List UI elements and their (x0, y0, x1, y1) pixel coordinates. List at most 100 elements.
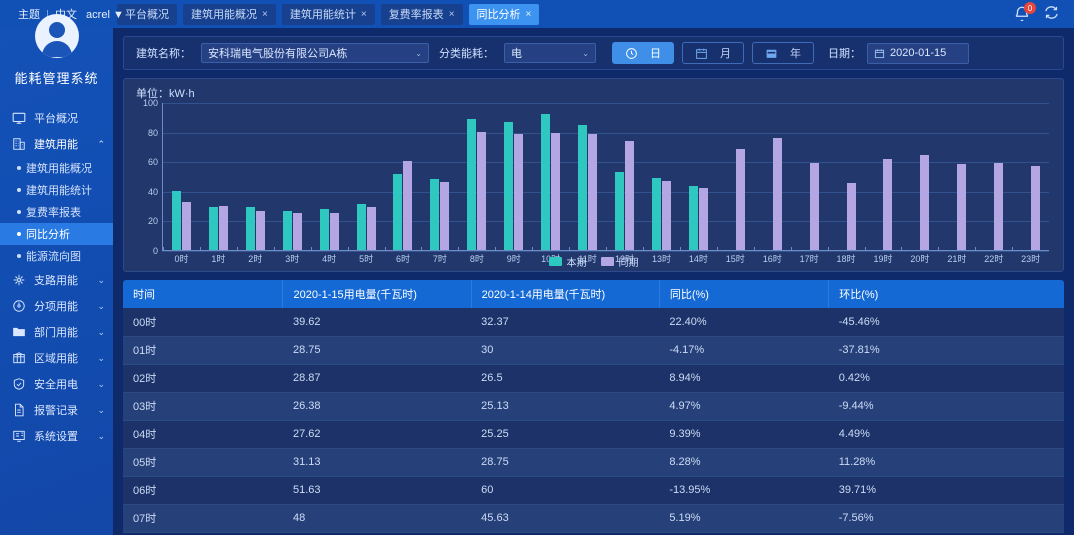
user-label[interactable]: acrel (86, 9, 110, 21)
bar-previous[interactable] (218, 205, 228, 250)
bar-previous[interactable] (329, 212, 339, 250)
table-row[interactable]: 06时 51.63 60 -13.95% 39.71% (123, 476, 1064, 505)
bar-previous[interactable] (1031, 165, 1041, 250)
tab-building-overview[interactable]: 建筑用能概况 × (183, 3, 276, 25)
table-row[interactable]: 02时 28.87 26.5 8.94% 0.42% (123, 364, 1064, 393)
bar-previous[interactable] (625, 141, 635, 250)
bar-group[interactable] (569, 103, 606, 250)
bar-current[interactable] (688, 185, 698, 250)
period-day-button[interactable]: 日 (612, 42, 674, 64)
bar-current[interactable] (651, 178, 661, 250)
bar-previous[interactable] (809, 162, 819, 250)
sidebar-item-building-energy[interactable]: 建筑用能 ⌃ (0, 131, 113, 157)
bar-current[interactable] (467, 119, 477, 250)
bar-group[interactable] (458, 103, 495, 250)
tab-platform-overview[interactable]: 平台概况 (117, 3, 177, 25)
bar-previous[interactable] (883, 158, 893, 250)
bar-current[interactable] (208, 207, 218, 250)
bar-previous[interactable] (661, 181, 671, 250)
bar-previous[interactable] (292, 212, 302, 250)
bar-group[interactable] (790, 103, 828, 250)
table-row[interactable]: 01时 28.75 30 -4.17% -37.81% (123, 336, 1064, 365)
sidebar-subitem-building-overview[interactable]: 建筑用能概况 (0, 157, 113, 179)
sidebar-item-platform-overview[interactable]: 平台概况 (0, 105, 113, 131)
chevron-down-icon[interactable]: ⌄ (97, 326, 105, 337)
sidebar-item-department-energy[interactable]: 部门用能 ⌄ (0, 319, 113, 345)
energy-type-select[interactable]: 电 ⌄ (504, 43, 596, 63)
chevron-down-icon[interactable]: ⌄ (97, 274, 105, 285)
bar-group[interactable] (642, 103, 680, 250)
bar-previous[interactable] (994, 162, 1004, 250)
tab-building-stats[interactable]: 建筑用能统计 × (281, 3, 375, 25)
chevron-down-icon[interactable]: ⌄ (97, 352, 105, 363)
tab-yoy-analysis[interactable]: 同比分析 × (468, 3, 540, 25)
bar-group[interactable] (273, 103, 311, 250)
chevron-down-icon[interactable]: ▼ (112, 9, 124, 21)
bar-previous[interactable] (403, 161, 413, 250)
chevron-down-icon[interactable]: ⌄ (97, 300, 105, 311)
bar-group[interactable] (679, 103, 717, 250)
bar-current[interactable] (171, 191, 181, 250)
chevron-down-icon[interactable]: ⌄ (97, 404, 105, 415)
sidebar-subitem-yoy-analysis[interactable]: 同比分析 (0, 223, 113, 245)
table-row[interactable]: 03时 26.38 25.13 4.97% -9.44% (123, 392, 1064, 421)
bar-group[interactable] (716, 103, 754, 250)
bar-current[interactable] (319, 209, 329, 250)
bar-current[interactable] (615, 172, 625, 250)
bar-group[interactable] (901, 103, 938, 250)
period-month-button[interactable]: 月 (682, 42, 744, 64)
bar-previous[interactable] (698, 187, 708, 250)
close-icon[interactable]: × (262, 8, 268, 20)
refresh-icon[interactable] (1043, 4, 1060, 24)
chevron-down-icon[interactable]: ⌄ (97, 430, 105, 441)
bar-current[interactable] (430, 178, 440, 250)
bar-group[interactable] (606, 103, 643, 250)
bar-previous[interactable] (957, 164, 967, 250)
bar-group[interactable] (864, 103, 902, 250)
bar-group[interactable] (975, 103, 1012, 250)
bar-group[interactable] (310, 103, 348, 250)
notification-bell[interactable]: 0 (1013, 2, 1036, 23)
bar-previous[interactable] (846, 182, 856, 250)
bar-group[interactable] (347, 103, 385, 250)
sidebar-item-subitem-energy[interactable]: 分项用能 ⌄ (0, 293, 113, 319)
bar-previous[interactable] (366, 207, 376, 250)
chevron-up-icon[interactable]: ⌃ (97, 138, 105, 149)
bar-previous[interactable] (772, 138, 782, 250)
close-icon[interactable]: × (448, 8, 455, 20)
bar-previous[interactable] (181, 202, 191, 250)
theme-label[interactable]: 主题 (18, 9, 40, 21)
sidebar-item-system-settings[interactable]: 系统设置 ⌄ (0, 423, 113, 449)
bar-current[interactable] (541, 113, 551, 250)
bar-current[interactable] (393, 173, 403, 250)
sidebar-item-alarm-records[interactable]: 报警记录 ⌄ (0, 397, 113, 423)
period-year-button[interactable]: 年 (752, 42, 814, 64)
sidebar-subitem-energy-flow[interactable]: 能源流向图 (0, 245, 113, 267)
table-row[interactable]: 04时 27.62 25.25 9.39% 4.49% (123, 420, 1064, 449)
bar-previous[interactable] (588, 133, 598, 250)
bar-previous[interactable] (551, 133, 561, 250)
bar-group[interactable] (163, 103, 200, 250)
bar-previous[interactable] (440, 182, 450, 250)
bar-previous[interactable] (255, 210, 265, 250)
bar-current[interactable] (504, 121, 514, 250)
table-row[interactable]: 00时 39.62 32.37 22.40% -45.46% (123, 308, 1064, 337)
bar-current[interactable] (578, 124, 588, 250)
table-row[interactable]: 07时 48 45.63 5.19% -7.56% (123, 504, 1064, 533)
bar-group[interactable] (384, 103, 422, 250)
bar-group[interactable] (421, 103, 458, 250)
close-icon[interactable]: × (525, 8, 532, 20)
bar-previous[interactable] (920, 154, 930, 250)
bar-current[interactable] (356, 203, 366, 250)
bar-group[interactable] (1012, 103, 1049, 250)
table-row[interactable]: 05时 31.13 28.75 8.28% 11.28% (123, 448, 1064, 477)
sidebar-item-branch-energy[interactable]: 支路用能 ⌄ (0, 267, 113, 293)
bar-previous[interactable] (514, 133, 524, 250)
bar-group[interactable] (199, 103, 237, 250)
bar-current[interactable] (282, 210, 292, 250)
sidebar-subitem-building-stats[interactable]: 建筑用能统计 (0, 179, 113, 201)
bar-previous[interactable] (477, 132, 487, 250)
bar-group[interactable] (236, 103, 274, 250)
legend-item-current[interactable]: 本期 (548, 254, 587, 269)
tab-tariff-report[interactable]: 复费率报表 × (380, 3, 463, 25)
